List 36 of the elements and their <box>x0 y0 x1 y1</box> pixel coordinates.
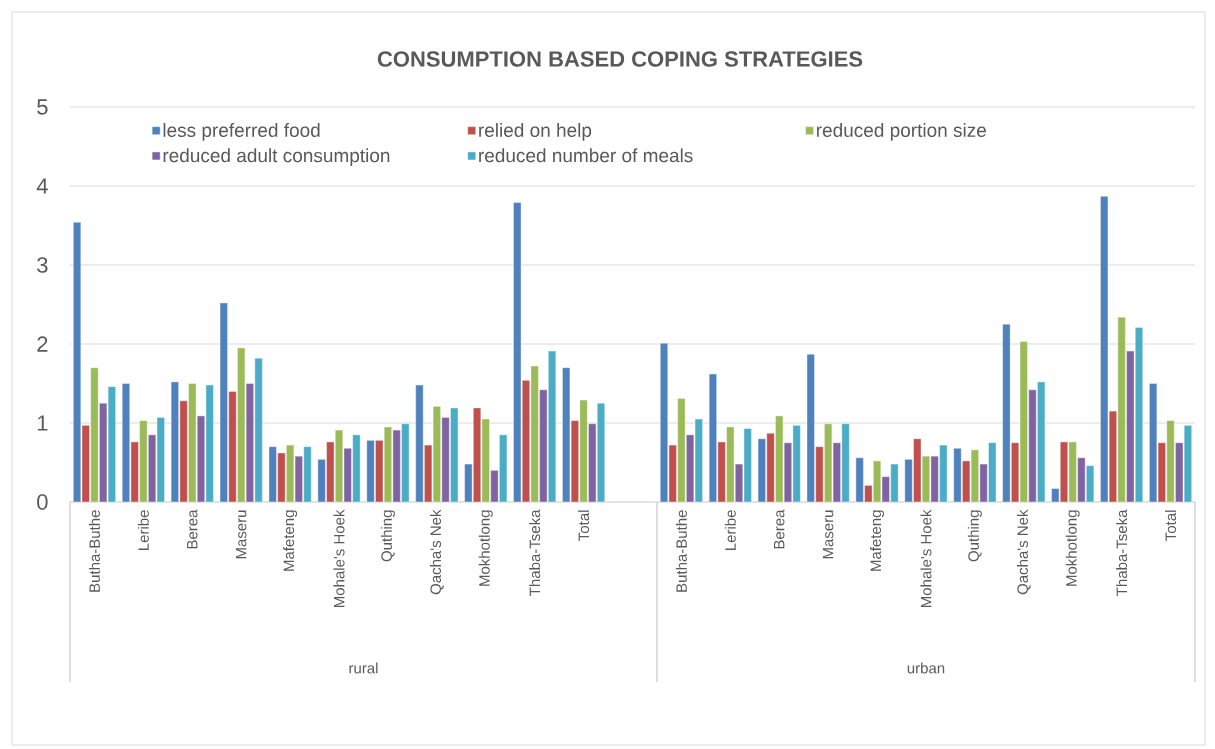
x-tick-label: Quthing <box>380 510 395 562</box>
x-tick-label: Mafeteng <box>283 510 298 571</box>
y-tick-label: 3 <box>37 257 48 273</box>
x-tick-label: Qacha's Nek <box>1016 509 1031 595</box>
x-tick-label: Maseru <box>822 510 834 559</box>
x-tick-label: Total <box>1165 510 1177 541</box>
chart-title: CONSUMPTION BASED COPING STRATEGIES <box>377 51 863 67</box>
x-tick-label: Thaba-Tseka <box>1116 509 1128 596</box>
y-tick-label: 5 <box>37 99 48 115</box>
y-tick-label: 0 <box>37 494 48 510</box>
x-tick-label: Mokhotlong <box>1065 510 1080 586</box>
y-tick-label: 2 <box>37 336 48 352</box>
x-tick-label: Butha-Buthe <box>675 510 687 592</box>
legend-label: reduced portion size <box>817 123 986 141</box>
legend-label: reduced number of meals <box>479 148 693 163</box>
x-tick-label: Mohale's Hoek <box>920 509 932 608</box>
x-tick-label: Leribe <box>724 510 736 550</box>
x-tick-label: Mohale's Hoek <box>333 509 345 608</box>
x-tick-label: Butha-Buthe <box>88 510 100 592</box>
y-tick-label: 1 <box>37 415 48 431</box>
legend-label: relied on help <box>479 123 592 141</box>
legend-label: reduced adult consumption <box>163 148 390 167</box>
x-tick-label: Berea <box>187 509 198 549</box>
x-tick-label: Leribe <box>137 510 149 550</box>
x-tick-label: Maseru <box>235 510 247 559</box>
x-tick-label: Mokhotlong <box>478 510 493 586</box>
y-tick-label: 4 <box>36 178 48 194</box>
x-tick-label: Quthing <box>967 510 982 562</box>
text: rural <box>349 662 378 674</box>
text: urban <box>907 662 945 674</box>
legend-label: less preferred food <box>163 123 320 141</box>
x-tick-label: Berea <box>774 509 785 549</box>
x-tick-label: Total <box>578 510 590 541</box>
x-tick-label: Mafeteng <box>870 510 885 571</box>
x-tick-label: Qacha's Nek <box>430 509 444 595</box>
x-tick-label: Thaba-Tseka <box>529 509 541 596</box>
